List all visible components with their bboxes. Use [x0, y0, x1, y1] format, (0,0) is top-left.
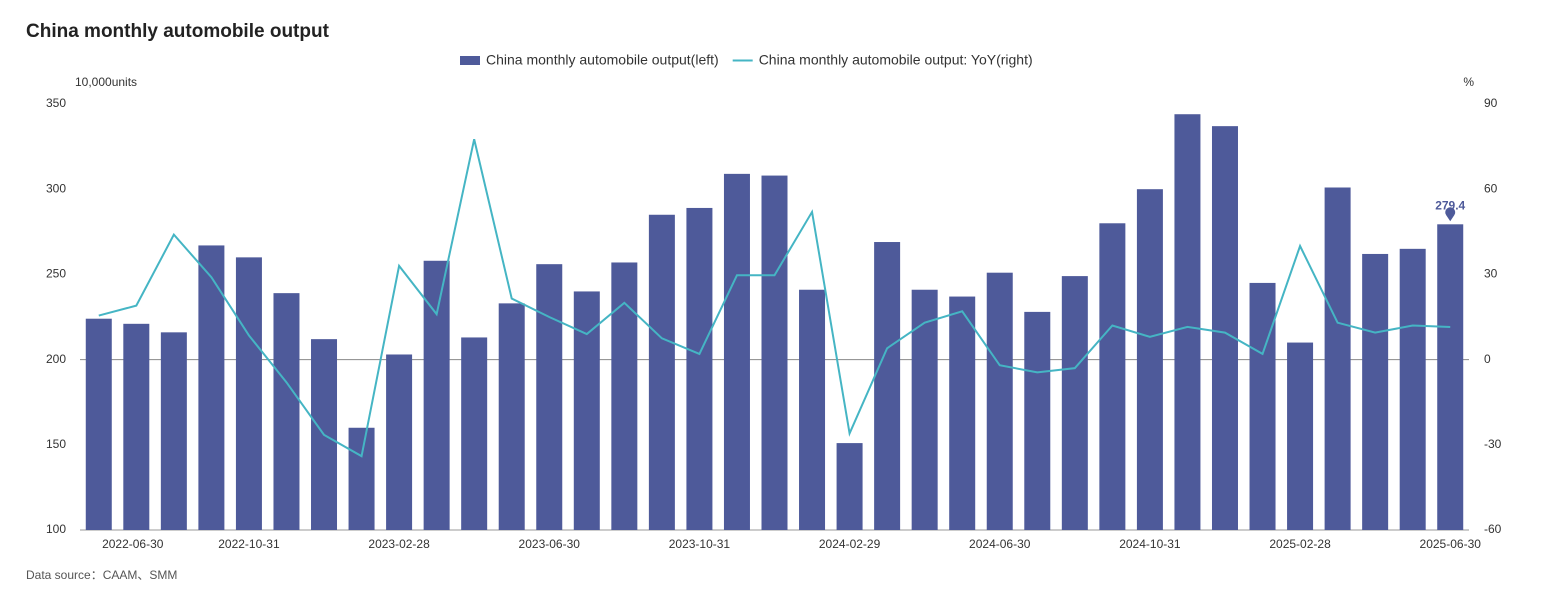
data-label: 279.4: [1435, 198, 1465, 212]
bar: [1287, 342, 1314, 530]
source: Data source：CAAM、SMM: [26, 568, 177, 582]
bar: [911, 289, 938, 530]
bar: [1211, 126, 1238, 530]
y-axis-label: 10,000units: [75, 75, 137, 89]
bar: [1174, 114, 1201, 530]
bar: [1136, 189, 1163, 530]
bar: [799, 289, 826, 530]
bar: [386, 354, 413, 530]
bar: [761, 175, 788, 530]
bar: [611, 262, 638, 530]
bar: [836, 443, 863, 530]
bar: [1399, 248, 1426, 530]
bar: [273, 293, 300, 530]
y-tick-label: 200: [46, 352, 66, 366]
x-tick-label: 2025-06-30: [1420, 537, 1482, 551]
y2-tick-label: -30: [1484, 437, 1502, 451]
legend-swatch: [460, 56, 480, 65]
y-tick-label: 150: [46, 437, 66, 451]
line: [98, 138, 1451, 458]
bar: [160, 332, 187, 530]
chart-title: China monthly automobile output: [26, 21, 330, 42]
bar: [723, 173, 750, 530]
y2-axis-label: %: [1463, 75, 1474, 89]
bar: [423, 260, 450, 530]
x-tick-label: 2024-06-30: [969, 537, 1031, 551]
bar: [1024, 311, 1051, 530]
bar: [198, 245, 225, 530]
x-tick-label: 2022-06-30: [102, 537, 164, 551]
bar: [1362, 253, 1389, 530]
bar: [648, 214, 675, 530]
bar: [235, 257, 262, 530]
y2-tick-label: 90: [1484, 96, 1498, 110]
y-tick-label: 350: [46, 96, 66, 110]
x-tick-label: 2024-10-31: [1119, 537, 1181, 551]
y-tick-label: 250: [46, 267, 66, 281]
bar: [461, 337, 488, 530]
y2-tick-label: -60: [1484, 522, 1502, 536]
x-tick-label: 2023-02-28: [368, 537, 430, 551]
x-tick-label: 2025-02-28: [1269, 537, 1331, 551]
y2-tick-label: 0: [1484, 352, 1491, 366]
bar: [686, 207, 713, 530]
legend-label: China monthly automobile output: YoY(rig…: [759, 52, 1033, 68]
legend-label: China monthly automobile output(left): [486, 52, 719, 68]
bar: [1324, 187, 1351, 530]
y2-tick-label: 30: [1484, 267, 1498, 281]
bar: [874, 242, 901, 531]
y-tick-label: 300: [46, 181, 66, 195]
bar: [123, 323, 150, 530]
bar: [1249, 282, 1276, 530]
bar: [1437, 224, 1464, 530]
y-tick-label: 100: [46, 522, 66, 536]
x-tick-label: 2022-10-31: [218, 537, 280, 551]
bar: [348, 427, 375, 530]
bar: [498, 303, 525, 530]
y2-tick-label: 60: [1484, 181, 1498, 195]
x-tick-label: 2024-02-29: [819, 537, 881, 551]
bar: [1099, 223, 1126, 530]
x-tick-label: 2023-10-31: [669, 537, 731, 551]
bar: [949, 296, 976, 530]
x-tick-label: 2023-06-30: [519, 537, 581, 551]
bar: [85, 318, 112, 530]
bar: [1061, 276, 1088, 530]
bar: [536, 264, 563, 530]
highlight-pin: [1445, 207, 1456, 222]
bar: [986, 272, 1013, 530]
